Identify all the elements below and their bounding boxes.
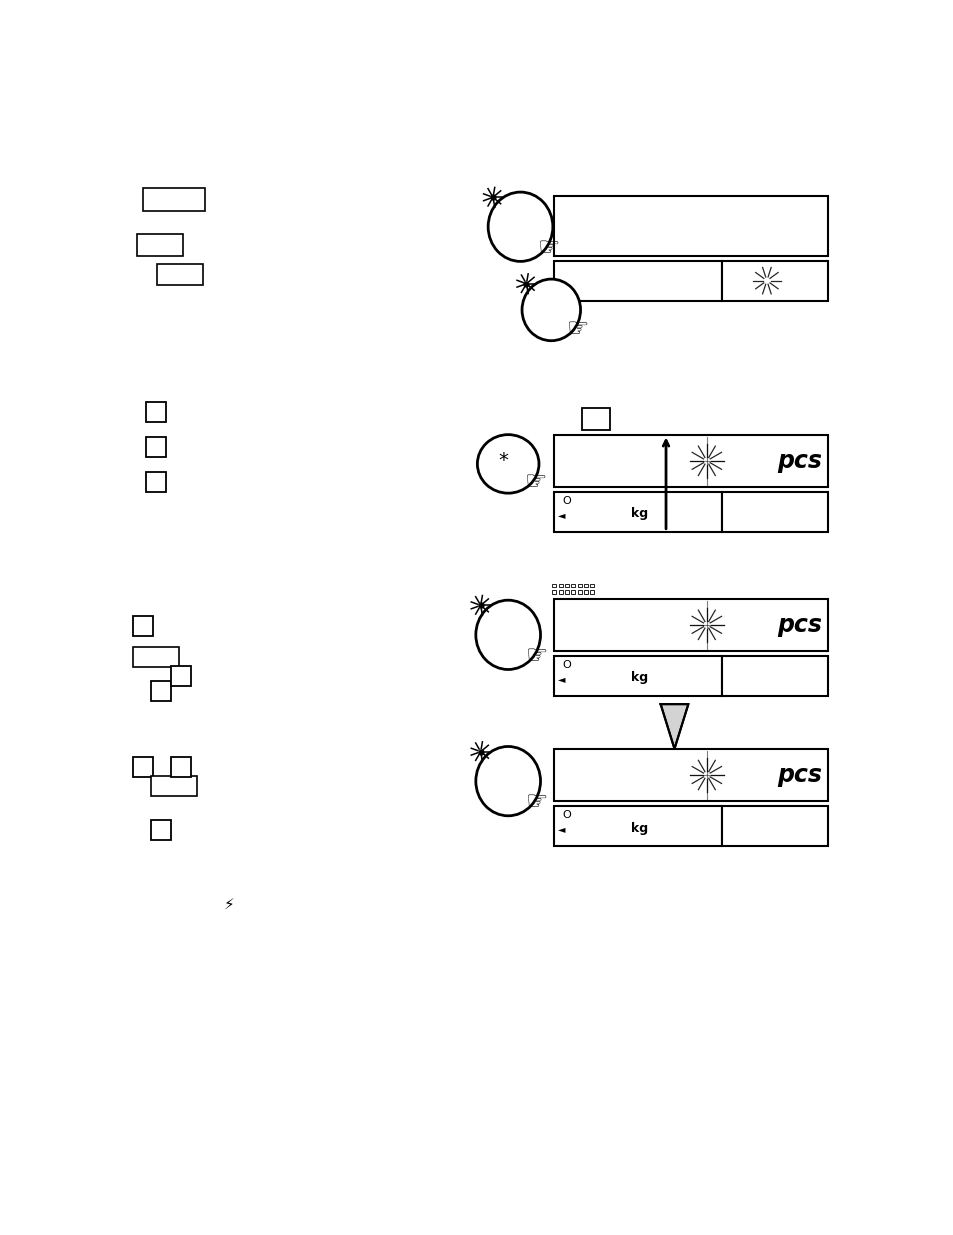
Text: pcs: pcs	[777, 448, 821, 473]
Bar	[583, 590, 587, 594]
Bar	[151, 680, 171, 701]
Text: ⚡: ⚡	[224, 897, 234, 911]
Bar	[554, 805, 721, 846]
Bar	[171, 757, 191, 777]
Text: kg: kg	[631, 508, 648, 520]
Text: O: O	[561, 496, 571, 506]
Bar	[554, 656, 721, 695]
Bar	[554, 599, 827, 651]
Bar	[564, 584, 568, 588]
Bar	[578, 584, 581, 588]
Text: O: O	[561, 810, 571, 820]
Bar	[554, 492, 721, 531]
Bar	[552, 590, 556, 594]
Ellipse shape	[488, 193, 552, 262]
Text: ☞: ☞	[566, 317, 589, 341]
Bar	[721, 261, 827, 300]
Bar	[133, 647, 179, 667]
Bar	[552, 584, 556, 588]
Bar	[564, 590, 568, 594]
Text: O: O	[561, 659, 571, 669]
Bar	[137, 235, 183, 256]
Bar	[583, 584, 587, 588]
Bar	[558, 584, 562, 588]
Text: ◄: ◄	[558, 674, 565, 684]
Bar	[146, 437, 166, 457]
Text: kg: kg	[631, 672, 648, 684]
Polygon shape	[659, 704, 688, 748]
Text: ☞: ☞	[525, 790, 548, 814]
Text: pcs: pcs	[777, 763, 821, 787]
Ellipse shape	[476, 746, 540, 816]
Bar	[143, 188, 205, 211]
Bar	[578, 590, 581, 594]
Text: ◄: ◄	[558, 824, 565, 834]
Text: ☞: ☞	[537, 236, 560, 259]
Bar	[721, 656, 827, 695]
Bar	[721, 492, 827, 531]
Bar	[133, 757, 153, 777]
Bar	[151, 820, 171, 840]
Bar	[571, 584, 575, 588]
Bar	[146, 472, 166, 492]
Text: ◄: ◄	[558, 510, 565, 520]
Text: *: *	[497, 451, 509, 471]
Bar	[590, 584, 594, 588]
Text: pcs: pcs	[777, 613, 821, 637]
Bar	[554, 261, 721, 300]
Text: ☞: ☞	[524, 471, 546, 494]
Text: kg: kg	[631, 821, 648, 835]
Bar	[558, 590, 562, 594]
Bar	[590, 590, 594, 594]
Bar	[721, 805, 827, 846]
Bar	[171, 666, 191, 685]
Bar	[146, 403, 166, 422]
Bar	[554, 196, 827, 256]
Ellipse shape	[476, 600, 540, 669]
Bar	[157, 264, 203, 285]
Ellipse shape	[521, 279, 580, 341]
Bar	[133, 616, 153, 636]
Ellipse shape	[476, 435, 538, 493]
Bar	[554, 435, 827, 487]
Bar	[554, 748, 827, 802]
Bar	[571, 590, 575, 594]
Bar	[151, 776, 197, 795]
Text: ☞: ☞	[525, 643, 548, 668]
Bar	[581, 409, 609, 430]
